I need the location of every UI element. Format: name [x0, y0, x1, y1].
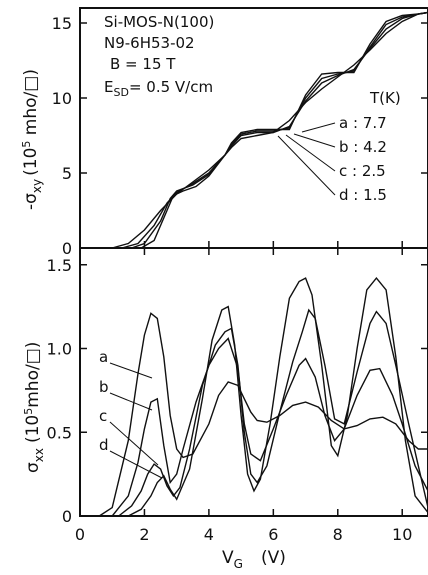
- top-series-line: [140, 11, 428, 249]
- top-y-axis-label-unit: (10: [21, 148, 41, 176]
- top-curves: [112, 11, 428, 249]
- bottom-x-tick-label: 8: [333, 525, 343, 544]
- bottom-y-axis-label-unit: (10: [23, 415, 43, 443]
- top-y-axis-label-sub: xy: [30, 179, 44, 193]
- top-y-axis-label-rest: mho/□): [21, 69, 41, 141]
- top-panel: 0 5 10 15 Si-MOS-N(100) N9-6H53-02 B = 15 T…: [20, 7, 428, 258]
- annotation-esd-sub: SD: [113, 86, 128, 99]
- x-axis-label-main: V: [222, 548, 234, 568]
- bottom-curves: [98, 276, 428, 517]
- legend-leader: [293, 133, 336, 148]
- curve-label: b: [99, 378, 109, 396]
- curve-label: a: [99, 348, 108, 366]
- top-y-tick-label: 10: [52, 89, 72, 108]
- bottom-x-tick-label: 6: [268, 525, 278, 544]
- bottom-y-tick-label: 0: [62, 507, 72, 526]
- bottom-panel-frame: [79, 247, 428, 517]
- bottom-series-line: [118, 308, 428, 517]
- curve-label: d: [99, 436, 109, 454]
- top-y-axis-label-main: -σ: [21, 193, 41, 210]
- bottom-series-line: [111, 337, 428, 517]
- bottom-y-tick-label: 0.5: [47, 423, 72, 442]
- top-y-axis-label-exp: 5: [20, 141, 33, 148]
- bottom-axis-ticks: 0 0.5 1.0 1.5 0 2 4 6 8 10: [47, 248, 428, 544]
- x-axis-label: VG (V): [222, 548, 286, 571]
- bottom-x-tick-label: 0: [75, 525, 85, 544]
- annotation-esd: ESD= 0.5 V/cm: [104, 78, 213, 99]
- bottom-y-axis-label-exp: 5: [22, 408, 35, 415]
- bottom-x-tick-label: 2: [139, 525, 149, 544]
- curve-label-leader: [109, 450, 163, 479]
- legend-entry: d : 1.5: [339, 186, 387, 204]
- bottom-series-line: [127, 276, 428, 517]
- legend-title: T(K): [369, 89, 401, 107]
- legend-entry: b : 4.2: [339, 138, 387, 156]
- legend-leader: [285, 134, 336, 172]
- bottom-y-axis-label-main: σ: [23, 462, 43, 473]
- legend-entry: c : 2.5: [339, 162, 386, 180]
- top-y-tick-label: 0: [62, 239, 72, 258]
- annotation-sample-id: N9-6H53-02: [104, 34, 195, 52]
- legend-leader: [301, 122, 336, 133]
- curve-label-leader: [109, 362, 153, 379]
- annotation-sample: Si-MOS-N(100): [104, 13, 214, 31]
- legend-leader: [277, 135, 336, 196]
- top-y-tick-label: 15: [52, 14, 72, 33]
- bottom-y-tick-label: 1.0: [47, 340, 72, 359]
- bottom-y-axis-label-sub: xx: [32, 448, 46, 462]
- legend-entry: a : 7.7: [339, 114, 387, 132]
- annotation-esd-main: E: [104, 78, 113, 96]
- top-axis-ticks: 0 5 10 15: [52, 14, 428, 258]
- bottom-x-tick-label: 4: [204, 525, 214, 544]
- annotation-esd-rest: = 0.5 V/cm: [129, 78, 213, 96]
- x-axis-label-rest: (V): [261, 548, 286, 568]
- legend: a : 7.7 b : 4.2 c : 2.5 d : 1.5: [277, 114, 387, 204]
- bottom-y-axis-label-rest: mho/□): [23, 342, 43, 408]
- top-y-axis-label: -σxy (105 mho/□): [20, 69, 44, 210]
- bottom-y-axis-label: σxx (105mho/□): [22, 342, 46, 473]
- bottom-x-tick-label: 10: [392, 525, 412, 544]
- bottom-series-line: [98, 312, 428, 517]
- bottom-y-tick-label: 1.5: [47, 256, 72, 275]
- x-axis-label-sub: G: [234, 557, 243, 571]
- curve-label-leader: [109, 392, 153, 411]
- top-y-tick-label: 5: [62, 164, 72, 183]
- annotation-field: B = 15 T: [110, 55, 176, 73]
- curve-label: c: [99, 407, 107, 425]
- curve-label-leader: [109, 421, 159, 466]
